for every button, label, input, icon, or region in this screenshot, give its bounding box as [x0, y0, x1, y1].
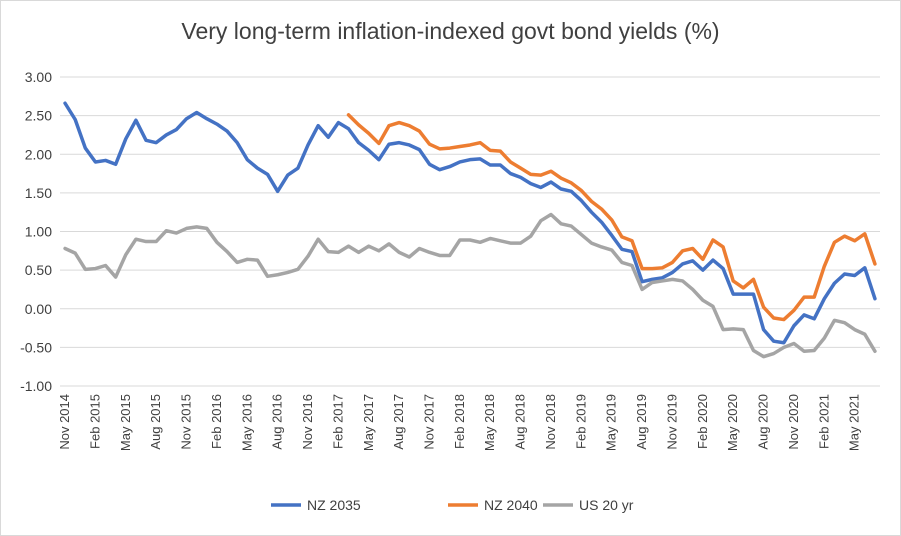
x-tick-label: Feb 2019: [573, 394, 588, 449]
y-tick-label: 2.50: [25, 108, 52, 124]
x-tick-label: Feb 2016: [209, 394, 224, 449]
y-tick-label: -0.50: [20, 339, 52, 355]
x-tick-label: May 2018: [482, 394, 497, 451]
series-lines: [63, 101, 877, 359]
x-tick-label: Feb 2015: [87, 394, 102, 449]
x-tick-label: Aug 2018: [513, 394, 528, 450]
x-tick-label: Aug 2016: [270, 394, 285, 450]
x-tick-label: May 2015: [118, 394, 133, 451]
x-tick-label: May 2016: [239, 394, 254, 451]
series-line-nz-2040: [346, 113, 877, 322]
y-axis: 3.00 2.50 2.00 1.50 1.00 0.50 0.00 -0.50 -1.00: [20, 69, 52, 394]
chart-title: Very long-term inflation-indexed govt bo…: [181, 18, 720, 44]
x-tick-label: Nov 2019: [664, 394, 679, 450]
x-axis: Nov 2014 Feb 2015 May 2015 Aug 2015 Nov 2015…: [57, 394, 862, 451]
x-tick-label: Nov 2018: [543, 394, 558, 450]
series-line-nz-2035: [63, 101, 877, 345]
y-tick-label: 3.00: [25, 69, 52, 85]
x-tick-label: May 2021: [847, 394, 862, 451]
x-tick-label: Aug 2020: [756, 394, 771, 450]
x-tick-label: Aug 2017: [391, 394, 406, 450]
x-tick-label: Feb 2021: [816, 394, 831, 449]
x-tick-label: Nov 2017: [422, 394, 437, 450]
y-tick-label: 0.50: [25, 262, 52, 278]
x-tick-label: Feb 2020: [695, 394, 710, 449]
x-tick-label: Nov 2015: [179, 394, 194, 450]
x-tick-label: Nov 2020: [786, 394, 801, 450]
y-tick-label: 2.00: [25, 146, 52, 162]
legend-label-nz-2040: NZ 2040: [484, 497, 538, 513]
x-tick-label: May 2019: [604, 394, 619, 451]
x-tick-label: Feb 2018: [452, 394, 467, 449]
x-tick-label: May 2017: [361, 394, 376, 451]
x-tick-label: May 2020: [725, 394, 740, 451]
x-tick-label: Nov 2014: [57, 394, 72, 450]
y-tick-label: 1.50: [25, 185, 52, 201]
y-tick-label: -1.00: [20, 378, 52, 394]
legend-label-us-20-yr: US 20 yr: [579, 497, 634, 513]
x-tick-label: Aug 2015: [148, 394, 163, 450]
x-tick-label: Feb 2017: [330, 394, 345, 449]
y-tick-label: 0.00: [25, 301, 52, 317]
y-tick-label: 1.00: [25, 224, 52, 240]
x-tick-label: Aug 2019: [634, 394, 649, 450]
legend: NZ 2035 NZ 2040 US 20 yr: [271, 497, 634, 513]
gridlines: [60, 76, 880, 387]
legend-label-nz-2035: NZ 2035: [307, 497, 361, 513]
x-tick-label: Nov 2016: [300, 394, 315, 450]
series-line-us-20-yr: [63, 212, 877, 359]
